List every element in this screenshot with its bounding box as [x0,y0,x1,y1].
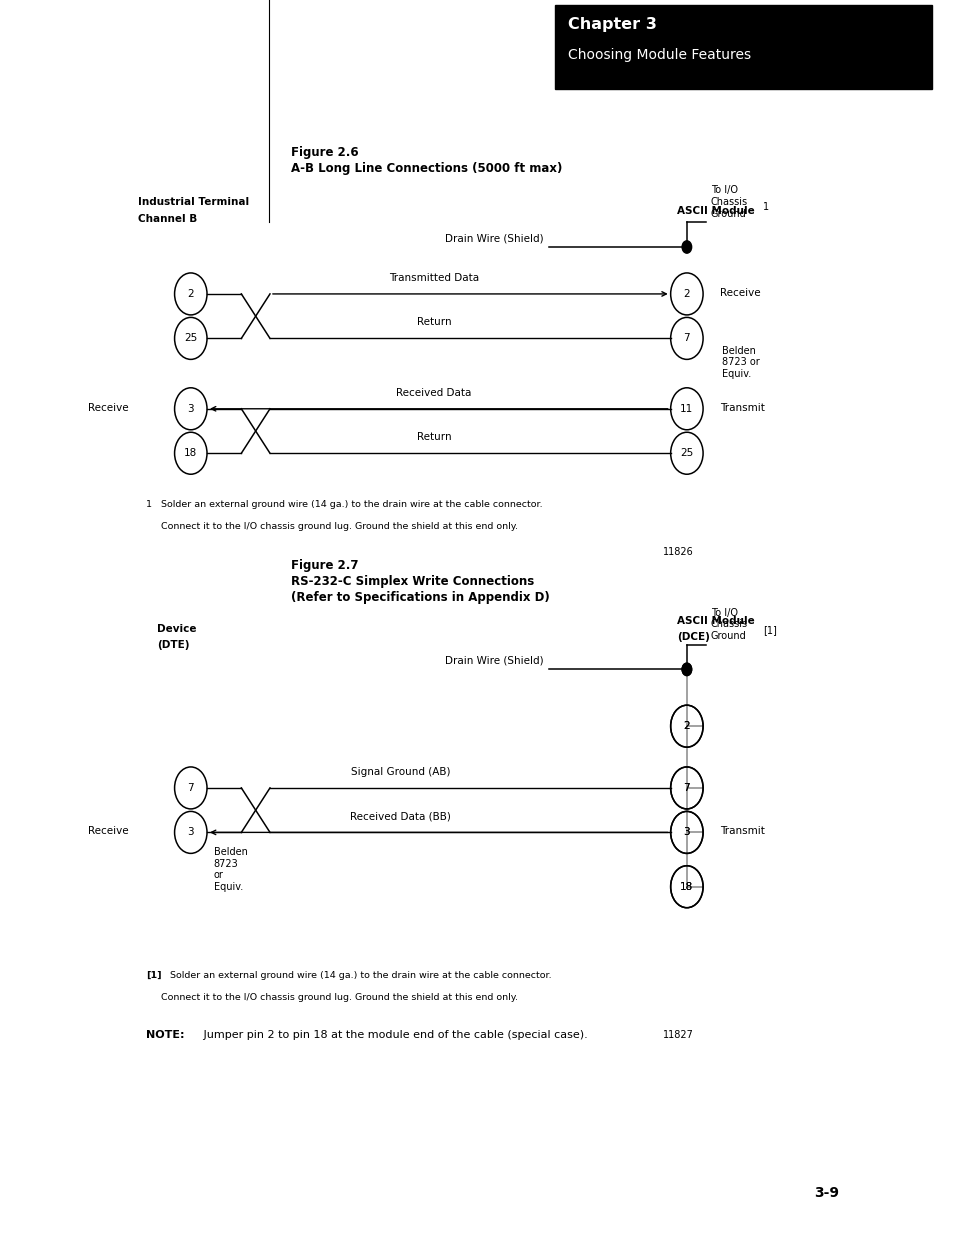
Text: 3: 3 [188,404,193,414]
Text: 2: 2 [683,721,689,731]
Text: Choosing Module Features: Choosing Module Features [567,48,750,62]
Circle shape [681,663,691,676]
Text: 11827: 11827 [662,1030,693,1040]
Text: 7: 7 [188,783,193,793]
Text: ASCII Module: ASCII Module [677,206,754,216]
Text: 11: 11 [679,404,693,414]
Text: 25: 25 [679,448,693,458]
Text: 7: 7 [683,783,689,793]
Text: Chapter 3: Chapter 3 [567,17,656,32]
Text: Belden
8723
or
Equiv.: Belden 8723 or Equiv. [213,847,248,892]
Text: 3: 3 [683,827,689,837]
Text: Transmit: Transmit [720,403,764,412]
Text: (Refer to Specifications in Appendix D): (Refer to Specifications in Appendix D) [291,590,549,604]
Text: [1]: [1] [762,625,777,635]
Text: 18: 18 [184,448,197,458]
Text: A-B Long Line Connections (5000 ft max): A-B Long Line Connections (5000 ft max) [291,162,561,175]
Text: Drain Wire (Shield): Drain Wire (Shield) [445,233,543,243]
Text: RS-232-C Simplex Write Connections: RS-232-C Simplex Write Connections [291,574,534,588]
Text: To I/O
Chassis
Ground: To I/O Chassis Ground [710,608,747,641]
Text: 1   Solder an external ground wire (14 ga.) to the drain wire at the cable conne: 1 Solder an external ground wire (14 ga.… [146,500,542,509]
Text: 3-9: 3-9 [814,1187,839,1200]
Text: Solder an external ground wire (14 ga.) to the drain wire at the cable connector: Solder an external ground wire (14 ga.) … [170,971,551,979]
Text: Receive: Receive [88,403,129,412]
Text: NOTE:: NOTE: [146,1030,184,1040]
Text: 7: 7 [683,783,689,793]
Text: 3: 3 [188,827,193,837]
Text: [1]: [1] [146,971,161,979]
Text: Device: Device [157,624,196,634]
Circle shape [681,241,691,253]
Text: 2: 2 [683,721,689,731]
Text: 18: 18 [679,882,693,892]
Text: Connect it to the I/O chassis ground lug. Ground the shield at this end only.: Connect it to the I/O chassis ground lug… [146,993,517,1002]
Text: Jumper pin 2 to pin 18 at the module end of the cable (special case).: Jumper pin 2 to pin 18 at the module end… [200,1030,587,1040]
Text: Transmitted Data: Transmitted Data [389,273,478,283]
Text: Connect it to the I/O chassis ground lug. Ground the shield at this end only.: Connect it to the I/O chassis ground lug… [146,522,517,531]
Text: Drain Wire (Shield): Drain Wire (Shield) [445,656,543,666]
Text: Belden
8723 or
Equiv.: Belden 8723 or Equiv. [721,346,760,379]
Text: 7: 7 [683,333,689,343]
Text: 2: 2 [683,289,689,299]
Text: 2: 2 [188,289,193,299]
Text: Channel B: Channel B [138,214,197,224]
Text: 11826: 11826 [662,547,693,557]
Text: Received Data: Received Data [395,388,472,398]
Circle shape [681,663,691,676]
Text: Receive: Receive [720,288,760,298]
Text: 3: 3 [683,827,689,837]
Text: Return: Return [416,432,451,442]
Text: Signal Ground (AB): Signal Ground (AB) [351,767,450,777]
Text: 1: 1 [762,203,768,212]
Text: To I/O
Chassis
Ground: To I/O Chassis Ground [710,185,747,219]
Text: Industrial Terminal: Industrial Terminal [138,198,249,207]
Text: Figure 2.6: Figure 2.6 [291,146,358,159]
Text: Figure 2.7: Figure 2.7 [291,558,358,572]
Text: Transmit: Transmit [720,826,764,836]
Text: Received Data (BB): Received Data (BB) [350,811,451,821]
Text: Return: Return [416,317,451,327]
Text: 18: 18 [679,882,693,892]
Text: ASCII Module: ASCII Module [677,616,754,626]
Text: 25: 25 [184,333,197,343]
Text: Receive: Receive [88,826,129,836]
FancyBboxPatch shape [555,5,931,89]
Text: (DCE): (DCE) [677,632,709,642]
Text: (DTE): (DTE) [157,640,190,650]
